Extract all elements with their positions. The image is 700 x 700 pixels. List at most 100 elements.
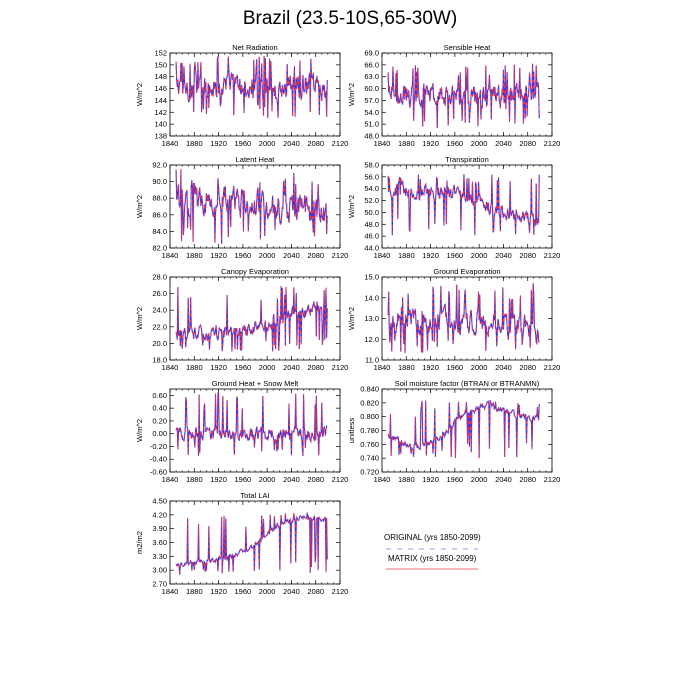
x-tick-label: 2040 (495, 363, 512, 372)
y-tick-label: 0.20 (152, 416, 167, 425)
x-tick-label: 2000 (259, 475, 276, 484)
chart-panel-8: Soil moisture factor (BTRAN or BTRANMN) 1… (347, 379, 560, 484)
y-tick-label: 51.0 (364, 120, 379, 129)
x-tick-label: 1840 (162, 475, 179, 484)
chart-panel-9: Total LAI 1840 1880 1920 1960 2000 2040 2080 212… (135, 491, 348, 596)
series-matrix-line (387, 174, 540, 236)
x-tick-label: 2000 (471, 139, 488, 148)
y-tick-label: 0.740 (360, 454, 379, 463)
y-tick-label: 0.800 (360, 412, 379, 421)
x-tick-label: 1920 (422, 475, 439, 484)
x-tick-label: 2120 (544, 363, 561, 372)
y-tick-label: 3.30 (152, 552, 167, 561)
y-tick-label: 66.0 (364, 60, 379, 69)
x-tick-label: 1920 (210, 139, 227, 148)
y-tick-label: 63.0 (364, 72, 379, 81)
panel-title: Soil moisture factor (BTRAN or BTRANMN) (395, 379, 540, 388)
x-tick-label: 2120 (332, 363, 349, 372)
y-tick-label: 0.760 (360, 440, 379, 449)
x-tick-label: 1960 (447, 475, 464, 484)
x-tick-label: 1960 (447, 139, 464, 148)
y-tick-label: 48.0 (364, 132, 379, 141)
x-tick-label: 2000 (259, 139, 276, 148)
y-tick-label: 3.60 (152, 538, 167, 547)
series-matrix-line (175, 56, 328, 119)
y-axis-label: W/m^2 (135, 83, 144, 106)
y-axis-label: W/m^2 (347, 195, 356, 218)
y-tick-label: 84.0 (152, 227, 167, 236)
x-tick-label: 1840 (374, 251, 391, 260)
y-tick-label: 28.0 (152, 273, 167, 282)
chart-panel-1: Net Radiation 1840 1880 1920 1960 2000 2040 208… (135, 43, 348, 148)
panel-title: Transpiration (445, 155, 489, 164)
y-tick-label: 88.0 (152, 194, 167, 203)
series-original-line (387, 400, 540, 459)
x-tick-label: 1960 (235, 139, 252, 148)
y-tick-label: 48.0 (364, 220, 379, 229)
x-tick-label: 1960 (447, 251, 464, 260)
x-tick-label: 1880 (398, 475, 415, 484)
y-tick-label: 144 (154, 96, 167, 105)
x-tick-label: 1920 (210, 363, 227, 372)
chart-panel-2: Sensible Heat 1840 1880 1920 1960 2000 2040 208… (347, 43, 560, 148)
y-tick-label: 0.820 (360, 398, 379, 407)
x-tick-label: 1920 (422, 139, 439, 148)
chart-panel-7: Ground Heat + Snow Melt 1840 1880 1920 1960 2… (135, 379, 348, 484)
x-tick-label: 1960 (235, 587, 252, 596)
y-tick-label: 60.0 (364, 84, 379, 93)
x-tick-label: 1920 (210, 587, 227, 596)
panel-title: Canopy Evaporation (221, 267, 289, 276)
y-tick-label: 22.0 (152, 322, 167, 331)
y-tick-label: 2.70 (152, 580, 167, 589)
series-matrix-line (387, 283, 540, 354)
x-tick-label: 2080 (519, 475, 536, 484)
x-tick-label: 2040 (283, 363, 300, 372)
y-tick-label: 150 (154, 60, 167, 69)
x-tick-label: 1920 (210, 475, 227, 484)
x-tick-label: 1840 (374, 363, 391, 372)
x-tick-label: 1920 (422, 363, 439, 372)
y-tick-label: 20.0 (152, 339, 167, 348)
y-tick-label: 140 (154, 120, 167, 129)
y-tick-label: 92.0 (152, 161, 167, 170)
chart-panel-5: Canopy Evaporation 1840 1880 1920 1960 2000 20… (135, 267, 348, 372)
y-tick-label: 0.60 (152, 391, 167, 400)
x-tick-label: 1880 (398, 139, 415, 148)
x-tick-label: 1880 (186, 251, 203, 260)
y-tick-label: 44.0 (364, 244, 379, 253)
y-tick-label: 86.0 (152, 210, 167, 219)
y-tick-label: 90.0 (152, 177, 167, 186)
x-tick-label: 1880 (186, 363, 203, 372)
chart-panel-6: Ground Evaporation 1840 1880 1920 1960 2000 20… (347, 267, 560, 372)
x-tick-label: 2080 (307, 475, 324, 484)
y-tick-label: 152 (154, 49, 167, 58)
x-tick-label: 2120 (544, 139, 561, 148)
y-tick-label: 4.50 (152, 497, 167, 506)
x-tick-label: 1960 (235, 251, 252, 260)
x-tick-label: 1880 (186, 475, 203, 484)
y-tick-label: 58.0 (364, 161, 379, 170)
y-tick-label: 82.0 (152, 244, 167, 253)
y-tick-label: 14.0 (364, 293, 379, 302)
y-tick-label: 4.20 (152, 510, 167, 519)
chart-panel-4: Transpiration 1840 1880 1920 1960 2000 2040 208… (347, 155, 560, 260)
x-tick-label: 2080 (307, 363, 324, 372)
legend-matrix-label: MATRIX (yrs 1850-2099) (388, 554, 477, 563)
y-tick-label: 0.00 (152, 429, 167, 438)
y-axis-label: W/m^2 (135, 419, 144, 442)
x-tick-label: 2120 (544, 475, 561, 484)
series-original-line (175, 285, 328, 352)
y-tick-label: 50.0 (364, 208, 379, 217)
series-matrix-line (175, 392, 328, 457)
page-title: Brazil (23.5-10S,65-30W) (242, 8, 458, 29)
x-tick-label: 1840 (162, 363, 179, 372)
y-tick-label: 0.780 (360, 426, 379, 435)
x-tick-label: 1840 (374, 475, 391, 484)
y-tick-label: 148 (154, 72, 167, 81)
x-tick-label: 2040 (283, 587, 300, 596)
x-tick-label: 2040 (283, 139, 300, 148)
x-tick-label: 2120 (332, 139, 349, 148)
x-tick-label: 2080 (519, 251, 536, 260)
x-tick-label: 2080 (307, 139, 324, 148)
y-tick-label: 3.00 (152, 566, 167, 575)
